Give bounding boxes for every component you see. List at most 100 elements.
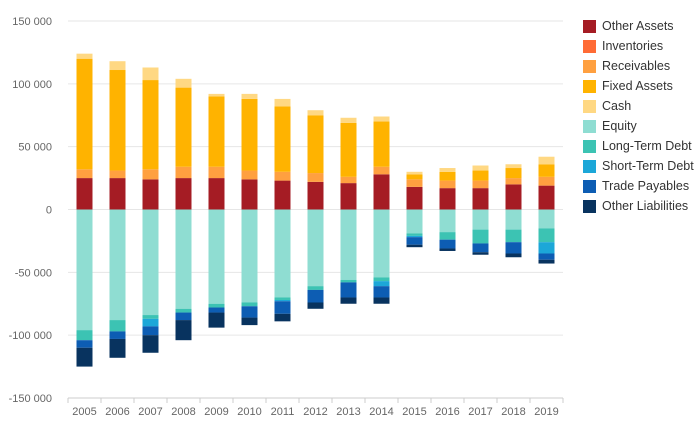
bar-segment bbox=[274, 106, 291, 172]
bar-segment bbox=[208, 209, 225, 304]
legend-item[interactable]: Receivables bbox=[583, 56, 694, 76]
x-tick-label: 2015 bbox=[402, 406, 426, 418]
bar-segment bbox=[109, 338, 126, 358]
bar-segment bbox=[340, 282, 357, 298]
bar-segment bbox=[538, 185, 555, 210]
bar-segment bbox=[439, 239, 456, 249]
bar-segment bbox=[373, 121, 390, 167]
bar-segment bbox=[406, 179, 423, 187]
bar-segment bbox=[505, 168, 522, 179]
bar-segment bbox=[439, 171, 456, 181]
bar-segment bbox=[76, 178, 93, 210]
bar-segment bbox=[538, 253, 555, 260]
bar-segment bbox=[373, 174, 390, 210]
bar-segment bbox=[241, 317, 258, 326]
bar-segment bbox=[241, 209, 258, 303]
bar-segment bbox=[109, 320, 126, 332]
bar-segment bbox=[274, 209, 291, 298]
bar-segment bbox=[373, 166, 390, 175]
y-tick-label: 150 000 bbox=[12, 16, 52, 28]
bar-segment bbox=[406, 174, 423, 180]
legend-item[interactable]: Other Liabilities bbox=[583, 196, 694, 216]
legend-label: Receivables bbox=[602, 59, 671, 73]
legend-swatch bbox=[583, 139, 596, 153]
legend-item[interactable]: Short-Term Debt bbox=[583, 156, 694, 176]
bar-segment bbox=[175, 166, 192, 179]
bar-segment bbox=[439, 168, 456, 172]
legend-swatch bbox=[583, 19, 596, 33]
bar-segment bbox=[241, 170, 258, 180]
bar-segment bbox=[373, 116, 390, 122]
bar-segment bbox=[142, 209, 159, 316]
bar-segment bbox=[340, 297, 357, 304]
bar-segment bbox=[505, 178, 522, 185]
legend-item[interactable]: Trade Payables bbox=[583, 176, 694, 196]
bar-segment bbox=[505, 229, 522, 243]
legend-label: Other Assets bbox=[602, 19, 674, 33]
bar-segment bbox=[175, 87, 192, 167]
legend-label: Fixed Assets bbox=[602, 79, 673, 93]
bar-segment bbox=[109, 170, 126, 179]
x-tick-label: 2017 bbox=[468, 406, 492, 418]
y-axis: 150 000 100 000 50 000 0 -50 000 -100 000 -150… bbox=[9, 16, 52, 405]
bar-segment bbox=[439, 248, 456, 251]
bar-segment bbox=[76, 330, 93, 341]
bar-segment bbox=[538, 259, 555, 264]
y-tick-label: 100 000 bbox=[12, 79, 52, 91]
bar-segment bbox=[274, 299, 291, 302]
bar-segment bbox=[274, 180, 291, 210]
x-tick-label: 2013 bbox=[336, 406, 360, 418]
legend-item[interactable]: Other Assets bbox=[583, 16, 694, 36]
legend-swatch bbox=[583, 159, 596, 173]
bar-segment bbox=[307, 115, 324, 174]
bar-segment bbox=[406, 235, 423, 238]
bar-segment bbox=[208, 312, 225, 328]
bar-segment bbox=[373, 277, 390, 282]
bar-segment bbox=[76, 58, 93, 170]
x-tick-label: 2018 bbox=[501, 406, 525, 418]
bar-segment bbox=[406, 233, 423, 236]
bar-segment bbox=[538, 242, 555, 254]
bar-segment bbox=[175, 209, 192, 309]
bar-segment bbox=[472, 209, 489, 230]
bar-segment bbox=[340, 117, 357, 123]
bar-segment bbox=[373, 281, 390, 287]
x-tick-label: 2011 bbox=[271, 406, 295, 418]
bar-segment bbox=[142, 318, 159, 327]
bar-segment bbox=[274, 98, 291, 107]
bar-segment bbox=[472, 243, 489, 253]
legend-item[interactable]: Equity bbox=[583, 116, 694, 136]
x-axis: 2005 2006 2007 2008 2009 2010 2011 2012 2013 2014… bbox=[67, 397, 564, 418]
bar-segment bbox=[175, 320, 192, 341]
x-tick-label: 2012 bbox=[303, 406, 327, 418]
bar-segment bbox=[142, 169, 159, 180]
bar-segment bbox=[406, 237, 423, 245]
legend-item[interactable]: Fixed Assets bbox=[583, 76, 694, 96]
bar-segment bbox=[538, 209, 555, 229]
bar-segment bbox=[307, 286, 324, 290]
legend-item[interactable]: Inventories bbox=[583, 36, 694, 56]
legend-swatch bbox=[583, 99, 596, 113]
bar-segment bbox=[505, 209, 522, 230]
bar-segment bbox=[175, 308, 192, 313]
legend-swatch bbox=[583, 79, 596, 93]
bar-segment bbox=[109, 70, 126, 171]
legend-item[interactable]: Cash bbox=[583, 96, 694, 116]
bar-segment bbox=[439, 209, 456, 233]
bar-segment bbox=[307, 209, 324, 287]
legend-swatch bbox=[583, 179, 596, 193]
bar-segment bbox=[373, 297, 390, 304]
bar-segment bbox=[241, 93, 258, 99]
x-tick-label: 2019 bbox=[534, 406, 558, 418]
bar-segment bbox=[274, 171, 291, 181]
legend-swatch bbox=[583, 59, 596, 73]
bar-segment bbox=[439, 180, 456, 189]
bar-segment bbox=[241, 302, 258, 307]
bar-segment bbox=[76, 53, 93, 59]
bar-segment bbox=[538, 176, 555, 186]
bar-segment bbox=[340, 209, 357, 280]
y-tick-label: -150 000 bbox=[9, 393, 52, 405]
y-tick-label: -50 000 bbox=[15, 267, 52, 279]
legend-item[interactable]: Long-Term Debt bbox=[583, 136, 694, 156]
bar-segment bbox=[307, 302, 324, 309]
